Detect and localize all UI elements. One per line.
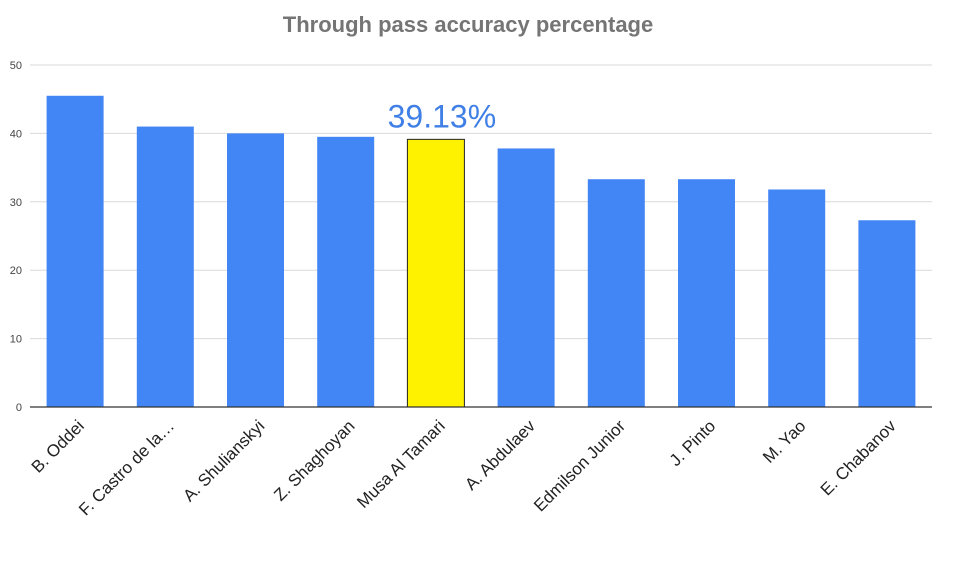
bar (46, 95, 104, 407)
x-category-label: A. Abdulaev (461, 416, 539, 494)
y-tick-label: 30 (10, 197, 22, 209)
bar-value-annotation: 39.13% (388, 98, 497, 134)
bar (858, 220, 916, 407)
x-category-label: E. Chabanov (817, 416, 900, 499)
y-tick-label: 20 (10, 265, 22, 277)
bar (768, 189, 826, 407)
x-category-label: F. Castro de la… (75, 416, 178, 519)
x-category-label: M. Yao (759, 416, 809, 466)
x-category-label: B. Oddei (28, 416, 88, 476)
y-tick-label: 50 (10, 60, 22, 72)
x-category-label: A. Shulianskyi (179, 416, 268, 505)
x-category-label: Z. Shaghoyan (270, 416, 358, 504)
bar (497, 148, 555, 407)
y-tick-label: 10 (10, 334, 22, 346)
bar (678, 179, 735, 407)
bar (227, 133, 284, 407)
x-category-label: Edmilson Junior (530, 416, 629, 515)
x-category-label: J. Pinto (666, 416, 720, 470)
bar-highlighted (406, 138, 465, 408)
y-tick-label: 40 (10, 128, 22, 140)
bar (317, 136, 375, 407)
x-category-label: Musa Al Tamari (353, 416, 448, 511)
y-tick-label: 0 (16, 402, 22, 414)
bar (136, 126, 194, 407)
chart-title: Through pass accuracy percentage (282, 12, 654, 37)
bar (587, 179, 645, 407)
